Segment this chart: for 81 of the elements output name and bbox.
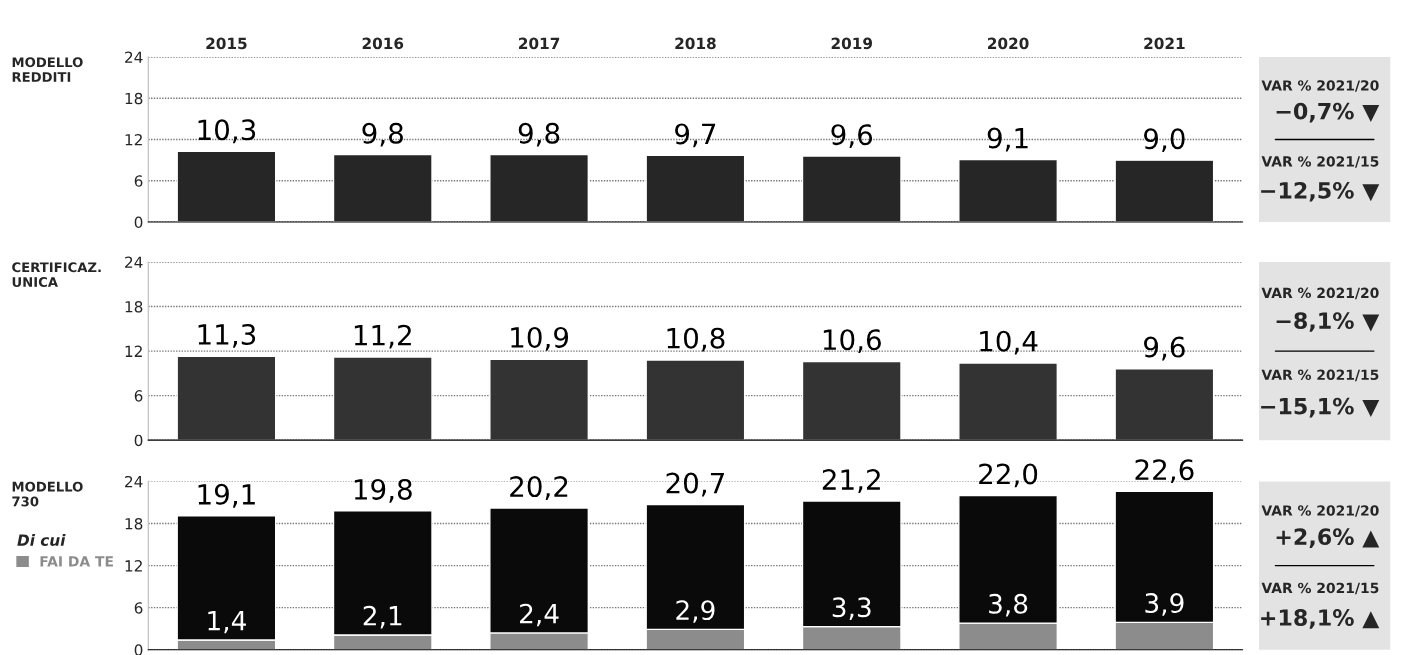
text: VAR % 2021/15 bbox=[1261, 156, 1379, 168]
chart-title: MODELLO REDDITI bbox=[12, 57, 83, 82]
y-tick-label: 12 bbox=[125, 560, 142, 572]
bar bbox=[489, 358, 590, 441]
bar bbox=[176, 355, 277, 441]
y-tick-label: 24 bbox=[125, 256, 143, 268]
y-tick-label: 18 bbox=[125, 92, 143, 105]
bar bbox=[645, 359, 746, 441]
text: VAR % 2021/20 bbox=[1261, 505, 1379, 517]
data-label: 9,6 bbox=[831, 124, 873, 148]
y-tick-label: 6 bbox=[134, 390, 143, 402]
data-label: 10,4 bbox=[980, 330, 1038, 355]
data-label: 2,9 bbox=[676, 600, 715, 623]
bar bbox=[1114, 368, 1215, 441]
total-label: 22,6 bbox=[1135, 459, 1194, 484]
total-label: 20,2 bbox=[510, 476, 568, 500]
y-tick-label: 6 bbox=[134, 602, 143, 614]
text: −8,1% ▼ bbox=[1276, 312, 1380, 332]
data-label: 3,8 bbox=[989, 593, 1028, 617]
total-label: 22,0 bbox=[979, 463, 1038, 488]
bar bbox=[645, 154, 746, 223]
text: −0,7% ▼ bbox=[1276, 102, 1380, 123]
y-tick-label: 24 bbox=[125, 475, 143, 488]
text: −12,5% ▼ bbox=[1261, 181, 1380, 202]
data-label: 9,8 bbox=[362, 122, 403, 147]
bar bbox=[176, 150, 277, 223]
data-label: 3,9 bbox=[1145, 593, 1184, 616]
y-tick-label: 12 bbox=[125, 133, 142, 146]
text: +18,1% ▲ bbox=[1261, 609, 1380, 629]
bar bbox=[801, 155, 902, 223]
bar bbox=[332, 356, 433, 441]
x-tick-label: 2021 bbox=[1144, 37, 1185, 50]
data-label: 10,6 bbox=[823, 329, 881, 353]
bar bbox=[958, 158, 1059, 223]
chart-title: MODELLO 730 bbox=[12, 481, 83, 507]
text: −15,1% ▼ bbox=[1261, 397, 1380, 418]
y-tick-label: 6 bbox=[134, 175, 143, 187]
text: +2,6% ▲ bbox=[1276, 528, 1380, 548]
data-label: 9,6 bbox=[1144, 336, 1185, 361]
y-tick-label: 12 bbox=[125, 345, 142, 357]
x-tick-label: 2017 bbox=[519, 37, 560, 50]
x-tick-label: 2020 bbox=[988, 37, 1029, 50]
text: VAR % 2021/20 bbox=[1261, 287, 1379, 300]
data-label: 11,2 bbox=[354, 324, 411, 349]
x-tick-label: 2015 bbox=[206, 37, 247, 50]
bar bbox=[1114, 159, 1215, 223]
y-tick-label: 24 bbox=[125, 51, 143, 63]
chart-title: CERTIFICAZ. UNICA bbox=[12, 262, 101, 287]
data-label: 9,8 bbox=[518, 122, 560, 147]
bar bbox=[958, 362, 1059, 441]
total-label: 19,1 bbox=[198, 483, 255, 508]
total-label: 20,7 bbox=[666, 472, 724, 497]
data-label: 9,7 bbox=[675, 123, 716, 148]
data-label: 11,3 bbox=[198, 323, 256, 348]
y-tick-label: 0 bbox=[134, 434, 143, 447]
data-label: 2,4 bbox=[520, 603, 559, 627]
x-tick-label: 2019 bbox=[831, 37, 873, 50]
legend-title: Di cui bbox=[17, 534, 66, 546]
bar bbox=[489, 153, 590, 223]
text: VAR % 2021/15 bbox=[1261, 369, 1379, 382]
x-tick-label: 2016 bbox=[362, 37, 404, 50]
data-label: 9,1 bbox=[987, 127, 1028, 152]
total-label: 19,8 bbox=[354, 478, 412, 503]
data-label: 9,0 bbox=[1144, 128, 1185, 153]
data-label: 10,9 bbox=[511, 326, 569, 351]
bar bbox=[332, 153, 433, 223]
data-label: 2,1 bbox=[363, 605, 402, 629]
data-label: 1,4 bbox=[208, 611, 246, 634]
bar bbox=[801, 360, 902, 441]
y-tick-label: 18 bbox=[125, 517, 143, 530]
total-label: 21,2 bbox=[822, 469, 880, 493]
data-label: 10,3 bbox=[198, 119, 256, 144]
data-label: 10,8 bbox=[667, 327, 725, 352]
y-tick-label: 0 bbox=[134, 216, 143, 229]
text: VAR % 2021/20 bbox=[1261, 80, 1379, 92]
data-label: 3,3 bbox=[832, 597, 871, 620]
legend-label: FAI DA TE bbox=[40, 556, 113, 567]
x-tick-label: 2018 bbox=[675, 37, 716, 50]
y-tick-label: 18 bbox=[125, 301, 143, 313]
text: VAR % 2021/15 bbox=[1261, 582, 1379, 595]
y-tick-label: 0 bbox=[134, 644, 143, 655]
